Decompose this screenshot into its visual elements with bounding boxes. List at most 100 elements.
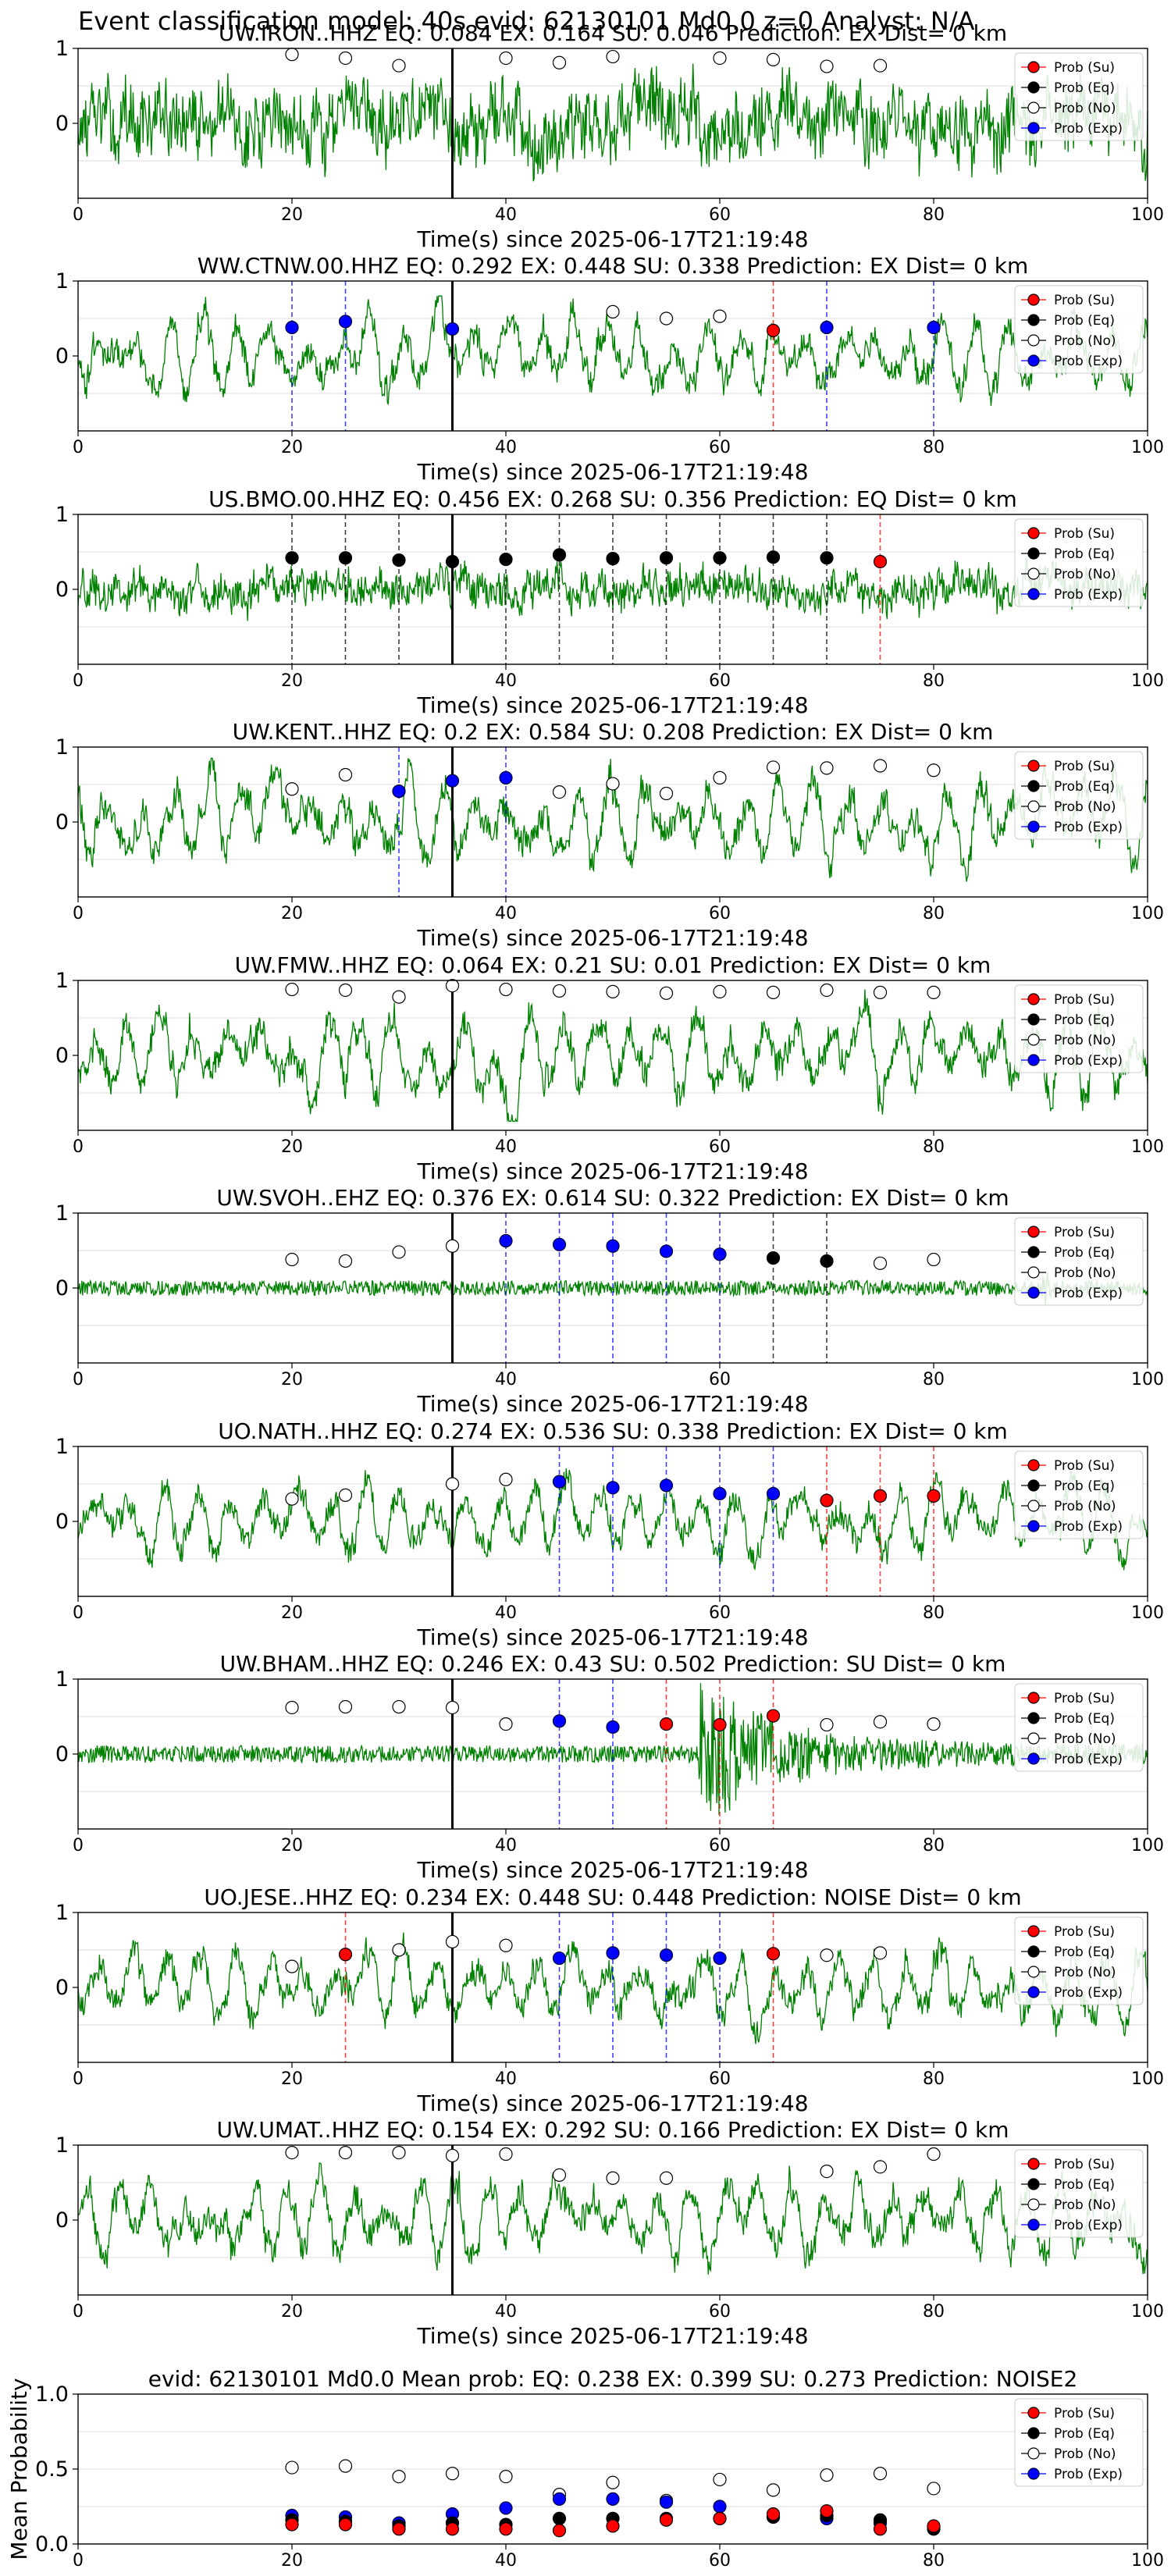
probability-point-no: [820, 983, 834, 998]
waveform-trace: [77, 2162, 1148, 2275]
legend-marker-su: [1027, 1692, 1040, 1704]
y-tick-label: 0: [55, 1276, 69, 1300]
probability-point-eq: [445, 554, 460, 569]
panel-title: US.BMO.00.HHZ EQ: 0.456 EX: 0.268 SU: 0.…: [208, 486, 1017, 512]
probability-point-no: [766, 760, 781, 774]
x-tick-label: 100: [1131, 2551, 1164, 2571]
legend-marker-eq: [1027, 2427, 1040, 2439]
legend-marker-exp: [1027, 1286, 1040, 1299]
x-tick-label: 20: [281, 1137, 303, 1157]
y-tick-label: 1: [55, 735, 69, 760]
mean-probability-point-su: [713, 2511, 727, 2525]
x-tick-label: 20: [281, 1836, 303, 1856]
legend-label: Prob (Eq): [1054, 80, 1115, 96]
x-tick-label: 40: [495, 2302, 517, 2322]
legend-label: Prob (No): [1054, 1965, 1116, 1980]
legend-marker-su: [1027, 1459, 1040, 1471]
y-tick-label: 1: [55, 1901, 69, 1925]
x-tick-label: 100: [1131, 904, 1164, 923]
mean-probability-point-no: [499, 2470, 513, 2484]
probability-point-no: [766, 52, 781, 67]
legend: Prob (Su) Prob (Eq) Prob (No) Prob (Exp): [1014, 984, 1144, 1073]
mean-probability-point-su: [499, 2522, 513, 2536]
mean-probability-point-su: [606, 2519, 620, 2533]
probability-point-eq: [285, 551, 299, 565]
probability-point-no: [927, 1717, 941, 1731]
probability-point-no: [285, 982, 299, 997]
probability-point-no: [338, 1699, 353, 1714]
legend-label: Prob (No): [1054, 1731, 1116, 1747]
legend-label: Prob (No): [1054, 2446, 1116, 2462]
probability-point-exp: [927, 320, 941, 335]
legend-label: Prob (Eq): [1054, 546, 1115, 562]
mean-probability-point-no: [873, 2467, 888, 2481]
x-tick-label: 60: [709, 2069, 731, 2089]
probability-point-no: [338, 983, 353, 998]
x-tick-label: 80: [923, 438, 945, 457]
x-tick-label: 80: [923, 1137, 945, 1157]
x-tick-label: 20: [281, 1603, 303, 1623]
probability-point-exp: [499, 770, 513, 785]
x-tick-label: 100: [1131, 205, 1164, 225]
x-tick-label: 60: [709, 438, 731, 457]
legend: Prob (Su) Prob (Eq) Prob (No) Prob (Exp): [1014, 1683, 1144, 1772]
x-tick-label: 0: [73, 1137, 84, 1157]
x-tick-label: 20: [281, 438, 303, 457]
probability-point-exp: [606, 1946, 620, 1960]
x-tick-label: 60: [709, 2551, 731, 2571]
legend-box: [1014, 1217, 1144, 1306]
x-tick-label: 100: [1131, 1370, 1164, 1389]
x-tick-label: 20: [281, 671, 303, 691]
y-tick-label: 0: [55, 578, 69, 602]
probability-point-no: [606, 2171, 620, 2185]
legend-label: Prob (No): [1054, 101, 1116, 116]
probability-point-no: [659, 786, 674, 801]
probability-point-su: [927, 1489, 941, 1503]
probability-point-no: [873, 985, 888, 999]
legend-label: Prob (Su): [1054, 759, 1115, 774]
probability-point-exp: [552, 1237, 567, 1251]
probability-point-no: [285, 782, 299, 796]
mean-probability-point-su: [766, 2507, 781, 2521]
legend-marker-no: [1027, 2447, 1040, 2460]
probability-point-no: [927, 985, 941, 999]
x-tick-label: 0: [73, 438, 84, 457]
probability-point-no: [713, 770, 727, 785]
panel-title: UW.BHAM..HHZ EQ: 0.246 EX: 0.43 SU: 0.50…: [220, 1651, 1006, 1677]
mean-probability-point-no: [713, 2472, 727, 2487]
probability-point-su: [338, 1948, 353, 1962]
legend-marker-exp: [1027, 1520, 1040, 1532]
mean-probability-point-no: [820, 2468, 834, 2482]
panel-6: UW.SVOH..EHZ EQ: 0.376 EX: 0.614 SU: 0.3…: [55, 1185, 1164, 1417]
y-tick-label: 1: [55, 969, 69, 993]
y-tick-label: 0: [55, 1742, 69, 1767]
x-tick-label: 80: [923, 1836, 945, 1856]
legend-label: Prob (Exp): [1054, 1985, 1123, 2001]
legend-label: Prob (Su): [1054, 1225, 1115, 1240]
probability-point-no: [445, 2148, 460, 2163]
panel-title: UO.JESE..HHZ EQ: 0.234 EX: 0.448 SU: 0.4…: [204, 1884, 1021, 1910]
mean-probability-point-no: [392, 2470, 406, 2484]
x-tick-label: 0: [73, 1370, 84, 1389]
panel-8: UW.BHAM..HHZ EQ: 0.246 EX: 0.43 SU: 0.50…: [55, 1651, 1164, 1883]
x-tick-label: 40: [495, 671, 517, 691]
probability-point-su: [713, 1717, 727, 1732]
x-tick-label: 40: [495, 904, 517, 923]
y-tick-label: 0.0: [35, 2532, 69, 2556]
probability-point-exp: [659, 1244, 674, 1258]
legend-marker-exp: [1027, 354, 1040, 367]
legend-marker-no: [1027, 1966, 1040, 1978]
legend-label: Prob (Eq): [1054, 1944, 1115, 1960]
legend-label: Prob (No): [1054, 799, 1116, 815]
legend-label: Prob (Su): [1054, 2157, 1115, 2172]
probability-point-no: [927, 1252, 941, 1267]
x-tick-label: 20: [281, 2069, 303, 2089]
probability-point-no: [338, 767, 353, 782]
legend-marker-exp: [1027, 122, 1040, 134]
probability-point-no: [445, 1700, 460, 1715]
y-tick-label: 1: [55, 503, 69, 527]
legend-marker-no: [1027, 568, 1040, 580]
legend-marker-eq: [1027, 547, 1040, 560]
legend-marker-no: [1027, 334, 1040, 347]
waveform-trace: [77, 757, 1148, 882]
